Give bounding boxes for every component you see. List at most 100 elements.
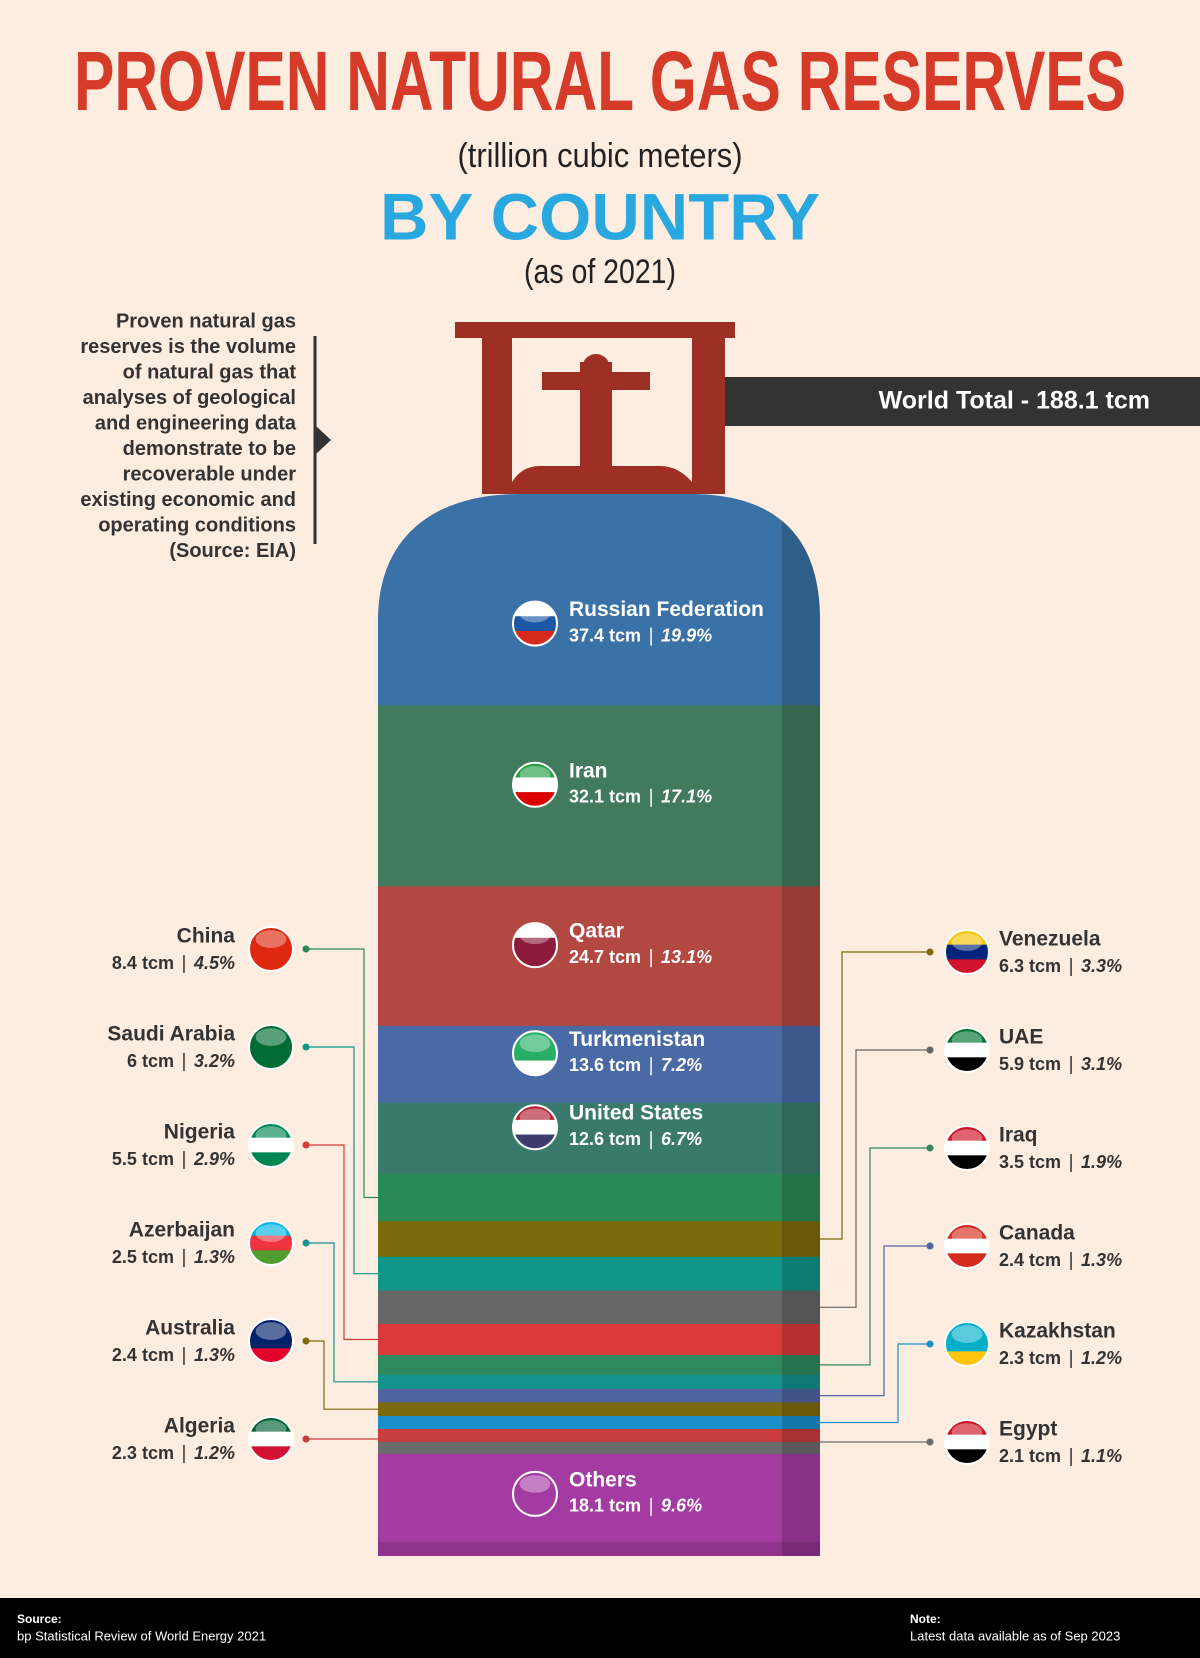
flag-gloss [255,1126,287,1144]
value-group: 6 tcm 3.2% [127,1051,235,1071]
value-group: 37.4 tcm 19.9% [569,625,712,646]
flag-stripe [513,937,557,953]
footer [0,1598,1200,1658]
total-bar [725,377,1200,426]
country-name: Canada [999,1222,1075,1245]
share-label: 6.7% [661,1129,702,1149]
segment [378,1256,820,1292]
segment-shade [782,1323,820,1356]
value-group: 2.1 tcm 1.1% [999,1446,1122,1466]
flag [512,761,558,808]
flag-gloss [519,1034,551,1053]
segment-shade [782,1256,820,1292]
description-line: existing economic and [80,489,296,511]
leader-line [306,1144,378,1341]
share-label: 4.5% [193,953,235,973]
flag [248,1024,294,1070]
leader-line [820,1245,930,1397]
segment [378,1173,820,1222]
segment-shade [782,1290,820,1325]
country-name: United States [569,1102,703,1125]
description-line: recoverable under [123,463,297,485]
value-group: 2.3 tcm 1.2% [112,1443,235,1463]
value-label: 37.4 tcm [569,625,641,645]
flag [512,922,558,969]
flag-gloss [255,1028,287,1046]
segment-shade [782,1102,820,1175]
flag [248,1318,294,1364]
country-name: Turkmenistan [569,1028,705,1051]
leader-line [820,1343,930,1424]
segment [378,1402,820,1417]
segment [378,1025,820,1104]
value-label: 12.6 tcm [569,1129,641,1149]
value-label: 2.4 tcm [999,1250,1061,1270]
flag-gloss [255,930,287,948]
flag-stripe [945,1238,989,1254]
segment [378,1415,820,1430]
segment-shade [782,1453,820,1556]
note: Latest data available as of Sep 2023 [910,1628,1120,1643]
value-label: 2.1 tcm [999,1446,1061,1466]
segment [378,494,820,706]
description-line: Proven natural gas [116,310,296,332]
value-group: 6.3 tcm 3.3% [999,956,1122,976]
flag-rim [944,1321,990,1367]
title: PROVEN NATURAL GAS RESERVES [74,34,1126,128]
description-pointer [316,426,331,454]
total-label: World Total - 188.1 tcm [879,387,1150,415]
flag [944,929,990,975]
flag-rim [248,1122,294,1168]
segment-shade [782,886,820,1027]
flag-rim [944,1223,990,1269]
segment [378,1388,820,1403]
share-label: 1.3% [194,1247,235,1267]
country-name: UAE [999,1026,1043,1049]
segment [378,1355,820,1376]
flag-stripe [513,1045,557,1062]
value-group: 13.6 tcm 7.2% [569,1055,702,1076]
segment [378,886,820,1027]
description-line: demonstrate to be [123,438,296,460]
valve-cap [582,354,610,382]
value-group: 18.1 tcm 9.6% [569,1496,702,1516]
flag-rim [944,1027,990,1073]
value-label: 24.7 tcm [569,947,641,967]
flag-rim [248,1416,294,1462]
flag-stripe [513,1486,557,1502]
country-name: Iran [569,759,608,782]
share-label: 9.6% [661,1496,702,1516]
description-line: analyses of geological [83,387,296,409]
flag-rim [512,600,558,647]
flag-rim [248,1220,294,1266]
value-label: 13.6 tcm [569,1055,641,1075]
segment-shade [782,1025,820,1104]
flag-stripe [249,1333,293,1349]
flag [512,600,558,647]
flag-gloss [255,1322,287,1340]
flag-gloss [519,604,551,623]
flag-stripe [249,1039,293,1055]
leader-line [820,1049,930,1308]
labels: Russian Federation 37.4 tcm 19.9% Iran 32.1 … [107,598,1122,1517]
country-name: Egypt [999,1418,1057,1441]
source-heading: Source: [17,1612,62,1626]
country-name: Saudi Arabia [107,1023,235,1046]
flag-rim [512,1470,558,1517]
value-group: 12.6 tcm 6.7% [569,1129,702,1150]
value-label: 5.9 tcm [999,1054,1061,1074]
leader-line [306,948,378,1199]
share-label: 13.1% [661,947,712,967]
leader-line [820,1147,930,1366]
value-label: 8.4 tcm [112,953,174,973]
flag-stripe [249,1431,293,1447]
flag-rim [944,1419,990,1465]
country-name: Russian Federation [569,598,764,621]
segment-shade [782,1388,820,1403]
value-label: 2.3 tcm [999,1348,1061,1368]
segment-shade [782,705,820,887]
heading: BY COUNTRY [380,179,820,253]
flag-rim [248,1318,294,1364]
description-line: (Source: EIA) [169,540,296,562]
share-label: 1.9% [1081,1152,1122,1172]
